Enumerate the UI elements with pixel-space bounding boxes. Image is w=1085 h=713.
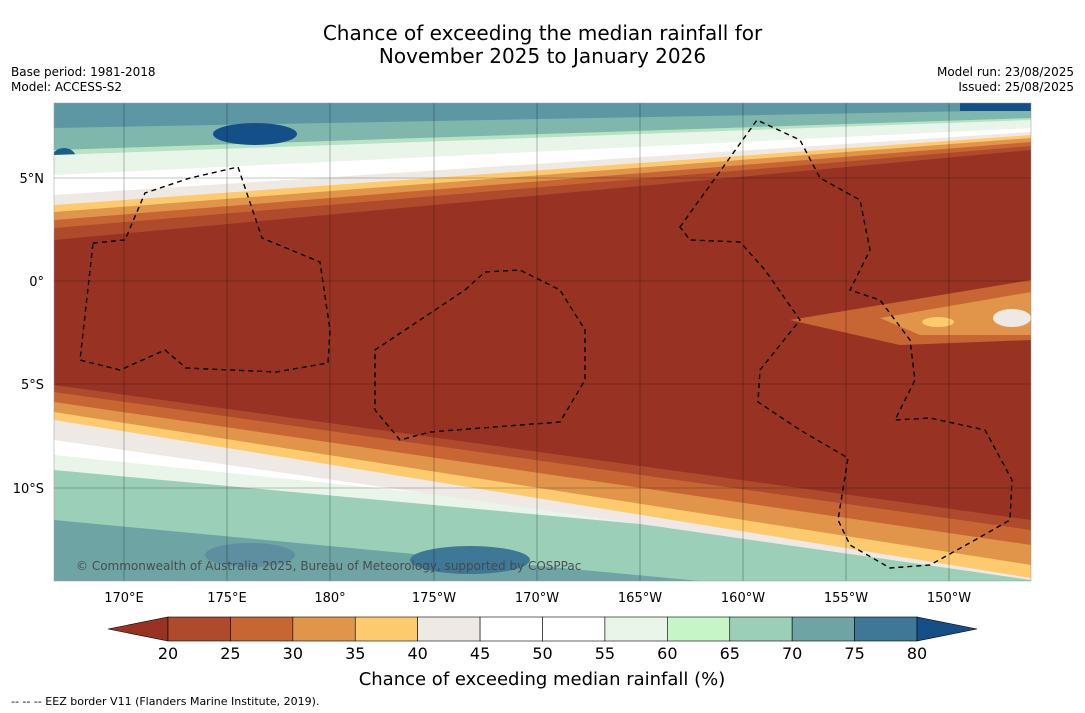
eez-borders — [79, 119, 1013, 569]
model-run-date: Model run: 23/08/2025 — [936, 65, 1074, 79]
colorbar-segment — [604, 616, 668, 642]
colorbar-extend-low — [107, 616, 169, 642]
lat-label-0: 0° — [29, 275, 44, 290]
map-frame — [53, 102, 1032, 582]
lon-label-175e: 175°E — [207, 591, 247, 606]
eez-kiribati-gilbert — [79, 166, 331, 373]
run-info: Model run: 23/08/2025 Issued: 25/08/2025 — [937, 65, 1074, 95]
lon-label-170e: 170°E — [104, 591, 144, 606]
model-info: Base period: 1981-2018 Model: ACCESS-S2 — [11, 65, 156, 95]
south-band-75 — [54, 520, 700, 581]
copyright-notice: © Commonwealth of Australia 2025, Bureau… — [76, 559, 581, 573]
map-title: Chance of exceeding the median rainfall … — [0, 22, 1085, 68]
lon-label-160w: 160°W — [721, 591, 765, 606]
issued-date: Issued: 25/08/2025 — [958, 80, 1074, 94]
colorbar-tick-label: 25 — [220, 644, 240, 663]
east-intrusion-35 — [880, 292, 1031, 335]
lon-label-165w: 165°W — [618, 591, 662, 606]
colorbar-tick-label: 70 — [782, 644, 802, 663]
wet-patch-south — [410, 546, 530, 574]
colorbar-segment — [854, 616, 918, 642]
dry-core-band — [54, 150, 1031, 520]
colorbar-segment — [791, 616, 855, 642]
wet-patch-north — [213, 123, 297, 145]
east-intrusion-45 — [993, 309, 1031, 327]
colorbar-tick-label: 35 — [345, 644, 365, 663]
eez-phoenix-islands — [374, 269, 586, 441]
colorbar-segment — [167, 616, 231, 642]
colorbar-extend-high — [916, 616, 978, 642]
eez-line-islands — [679, 119, 1013, 569]
lon-label-180: 180° — [314, 591, 345, 606]
title-line-2: November 2025 to January 2026 — [378, 44, 707, 68]
colorbar-segment — [354, 616, 418, 642]
colorbar-segment — [729, 616, 793, 642]
colorbar-tick-label: 40 — [407, 644, 427, 663]
colorbar-tick-label: 65 — [720, 644, 740, 663]
colorbar-segment — [667, 616, 731, 642]
colorbar-tick-label: 50 — [532, 644, 552, 663]
lat-label-5n: 5°N — [20, 172, 45, 187]
north-band-75 — [54, 103, 1031, 128]
colorbar-tick-label: 55 — [595, 644, 615, 663]
colorbar-segment — [230, 616, 294, 642]
colorbar: 20 25 30 35 40 45 50 55 60 65 70 75 80 — [107, 616, 978, 663]
model-name: Model: ACCESS-S2 — [11, 80, 123, 94]
lat-label-5s: 5°S — [21, 378, 44, 393]
colorbar-segment — [292, 616, 356, 642]
title-line-1: Chance of exceeding the median rainfall … — [322, 21, 763, 45]
east-intrusion-40 — [922, 317, 954, 327]
lon-label-170w: 170°W — [515, 591, 559, 606]
colorbar-tick-label: 30 — [283, 644, 303, 663]
colorbar-tick-label: 80 — [907, 644, 927, 663]
lat-label-10s: 10°S — [13, 482, 44, 497]
wet-patch-south-west — [205, 543, 295, 567]
colorbar-title: Chance of exceeding median rainfall (%) — [359, 669, 726, 690]
colorbar-tick-label: 60 — [657, 644, 677, 663]
graticule — [54, 103, 1031, 581]
colorbar-segment — [542, 616, 606, 642]
lon-label-175w: 175°W — [412, 591, 456, 606]
base-period: Base period: 1981-2018 — [11, 65, 156, 79]
wet-patch-northeast — [960, 103, 1031, 111]
eez-footnote: -- -- -- EEZ border V11 (Flanders Marine… — [11, 695, 320, 708]
lon-label-150w: 150°W — [927, 591, 971, 606]
colorbar-segment — [479, 616, 543, 642]
colorbar-tick-label: 75 — [844, 644, 864, 663]
map-plot-area: © Commonwealth of Australia 2025, Bureau… — [54, 103, 1031, 581]
lon-label-155w: 155°W — [824, 591, 868, 606]
colorbar-tick-label: 20 — [158, 644, 178, 663]
colorbar-tick-label: 45 — [470, 644, 490, 663]
colorbar-segment — [417, 616, 481, 642]
